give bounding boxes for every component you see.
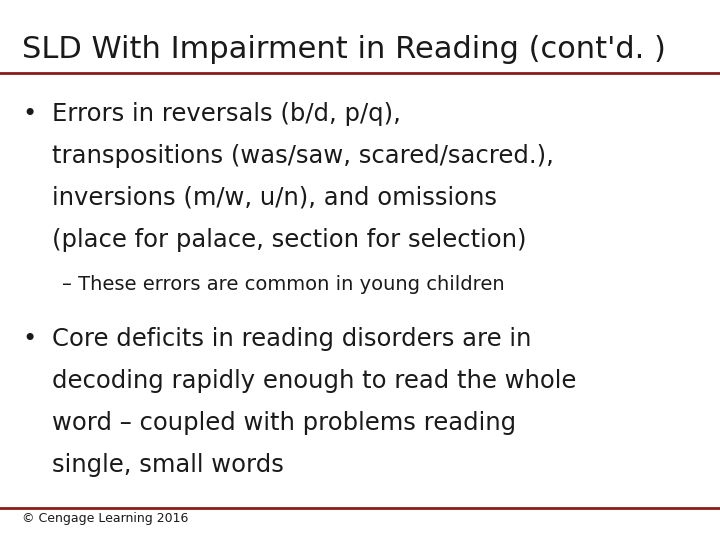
Text: inversions (m/w, u/n), and omissions: inversions (m/w, u/n), and omissions — [52, 186, 497, 210]
Text: decoding rapidly enough to read the whole: decoding rapidly enough to read the whol… — [52, 369, 577, 393]
Text: Errors in reversals (b/d, p/q),: Errors in reversals (b/d, p/q), — [52, 102, 401, 126]
Text: •: • — [22, 102, 36, 126]
Text: SLD With Impairment in Reading (cont'd. ): SLD With Impairment in Reading (cont'd. … — [22, 35, 666, 64]
Text: © Cengage Learning 2016: © Cengage Learning 2016 — [22, 512, 189, 525]
Text: transpositions (was/saw, scared/sacred.),: transpositions (was/saw, scared/sacred.)… — [52, 144, 554, 168]
Text: single, small words: single, small words — [52, 453, 284, 477]
Text: •: • — [22, 327, 36, 351]
Text: word – coupled with problems reading: word – coupled with problems reading — [52, 411, 516, 435]
Text: – These errors are common in young children: – These errors are common in young child… — [62, 275, 505, 294]
Text: (place for palace, section for selection): (place for palace, section for selection… — [52, 228, 526, 252]
Text: Core deficits in reading disorders are in: Core deficits in reading disorders are i… — [52, 327, 531, 351]
